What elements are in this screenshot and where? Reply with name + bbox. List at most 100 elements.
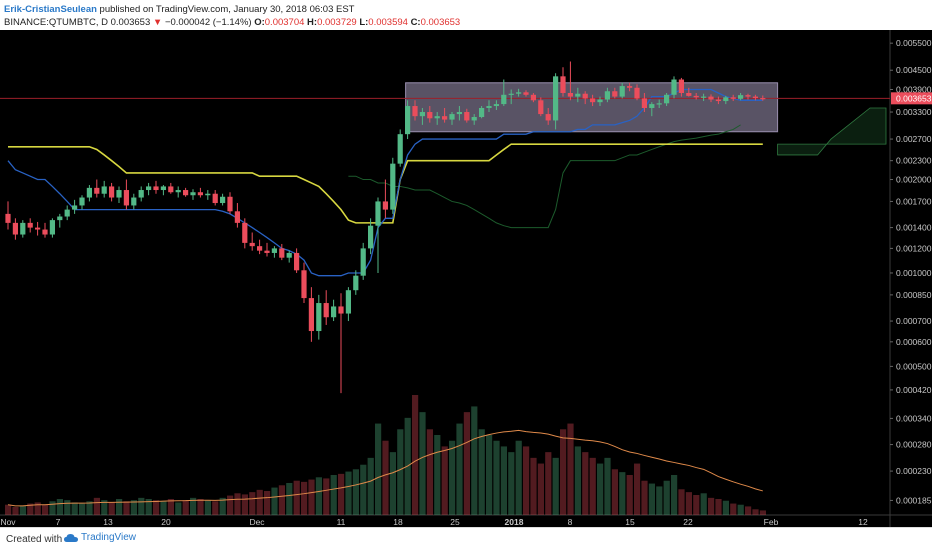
candle-body xyxy=(271,248,277,253)
volume-bar xyxy=(219,497,226,515)
volume-bar xyxy=(685,492,692,515)
candle-body xyxy=(101,186,107,194)
price-axis-label: 0.000500 xyxy=(896,361,932,371)
open-value: 0.003704 xyxy=(264,17,305,28)
candle-body xyxy=(641,98,647,108)
volume-bar xyxy=(271,487,278,515)
time-axis-label: 15 xyxy=(625,517,635,527)
base-line xyxy=(8,143,763,224)
volume-bar xyxy=(648,483,655,515)
volume-bar xyxy=(64,500,71,515)
volume-bar xyxy=(19,505,26,515)
candle-body xyxy=(427,112,433,119)
time-axis-label: 11 xyxy=(337,517,346,527)
volume-bar xyxy=(560,429,567,515)
candle-body xyxy=(656,103,662,105)
price-change: −0.000042 (−1.14%) xyxy=(164,17,252,28)
candle-body xyxy=(301,270,307,299)
volume-bar xyxy=(397,429,404,515)
volume-bar xyxy=(493,440,500,515)
volume-bar xyxy=(708,497,715,515)
candle-body xyxy=(338,306,344,314)
candle-body xyxy=(79,197,85,206)
price-axis-label: 0.003900 xyxy=(896,85,932,95)
volume-bar xyxy=(249,492,256,515)
volume-bar xyxy=(722,500,729,515)
candle-body xyxy=(560,76,566,94)
candle-body xyxy=(627,86,633,88)
candle-body xyxy=(486,106,492,108)
volume-bar xyxy=(367,457,374,515)
time-axis-label: 18 xyxy=(393,517,403,527)
volume-bar xyxy=(441,446,448,515)
ichimoku-cloud xyxy=(777,107,887,156)
candle-body xyxy=(664,94,670,104)
candle-body xyxy=(72,205,78,210)
candle-body xyxy=(390,163,396,210)
volume-bar xyxy=(286,483,293,515)
tradingview-link[interactable]: TradingView xyxy=(64,532,136,543)
candle-body xyxy=(368,225,374,249)
candle-body xyxy=(257,246,263,251)
candle-body xyxy=(153,186,159,191)
volume-bar xyxy=(108,502,115,515)
created-with-text: Created with xyxy=(6,534,63,545)
candle-body xyxy=(471,117,477,121)
candle-body xyxy=(708,96,714,100)
volume-bar xyxy=(537,463,544,515)
volume-bar xyxy=(597,463,604,515)
price-axis-label: 0.005500 xyxy=(896,38,932,48)
volume-bar xyxy=(145,499,152,515)
candle-body xyxy=(20,222,26,235)
highlight-range-box xyxy=(405,82,779,133)
volume-bar xyxy=(197,499,204,515)
candle-body xyxy=(146,186,152,191)
candle-body xyxy=(590,98,596,103)
volume-bar xyxy=(86,501,93,515)
time-axis-label: Dec xyxy=(249,517,265,527)
volume-bar xyxy=(678,489,685,515)
author-link[interactable]: Erik-CristianSeulean xyxy=(4,4,97,15)
candle-body xyxy=(538,100,544,115)
candle-body xyxy=(678,79,684,94)
volume-bar xyxy=(56,499,63,515)
current-price-tag-label: 0.003653 xyxy=(896,93,932,103)
candle-body xyxy=(730,97,736,99)
volume-bar xyxy=(12,507,19,515)
candle-body xyxy=(397,134,403,164)
volume-bar xyxy=(71,502,78,515)
candle-body xyxy=(345,290,351,314)
price-axis-label: 0.000230 xyxy=(896,466,932,476)
time-axis-label: 13 xyxy=(103,517,113,527)
volume-bar xyxy=(93,497,100,515)
volume-bar xyxy=(626,475,633,515)
volume-bar xyxy=(486,435,493,515)
volume-bar xyxy=(256,489,263,515)
candle-body xyxy=(197,192,203,196)
candle-body xyxy=(449,114,455,120)
volume-bar xyxy=(138,497,145,515)
candle-body xyxy=(331,306,337,318)
change-arrow-icon: ▼ xyxy=(152,17,163,28)
candle-body xyxy=(279,248,285,258)
high-label: H: xyxy=(307,17,318,28)
publish-line: Erik-CristianSeulean published on Tradin… xyxy=(4,4,354,15)
candle-body xyxy=(308,298,314,332)
time-axis-label: 25 xyxy=(450,517,460,527)
price-chart[interactable]: 0.005500 0.004500 0.003900 0.003300 0.002700… xyxy=(0,30,932,527)
candle-body xyxy=(619,86,625,97)
volume-bar xyxy=(574,446,581,515)
chart-area[interactable]: 0.005500 0.004500 0.003900 0.003300 0.002700… xyxy=(0,30,932,527)
price-axis-label: 0.000420 xyxy=(896,385,932,395)
volume-bar xyxy=(641,480,648,515)
volume-bar xyxy=(389,452,396,515)
candle-body xyxy=(405,106,411,135)
volume-bar xyxy=(663,480,670,515)
volume-bar xyxy=(382,440,389,515)
candle-body xyxy=(64,209,70,217)
volume-bar xyxy=(619,472,626,515)
candle-body xyxy=(745,95,751,97)
volume-bar xyxy=(463,412,470,515)
candle-body xyxy=(86,187,92,198)
candle-body xyxy=(242,222,248,243)
